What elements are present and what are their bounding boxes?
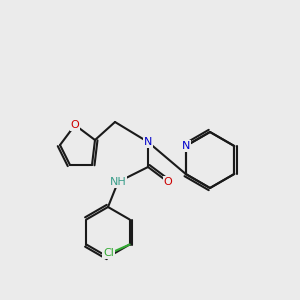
Text: N: N bbox=[182, 141, 190, 151]
Text: O: O bbox=[70, 120, 80, 130]
Text: Cl: Cl bbox=[103, 248, 114, 257]
Text: NH: NH bbox=[110, 177, 126, 187]
Text: N: N bbox=[144, 137, 152, 147]
Text: O: O bbox=[164, 177, 172, 187]
